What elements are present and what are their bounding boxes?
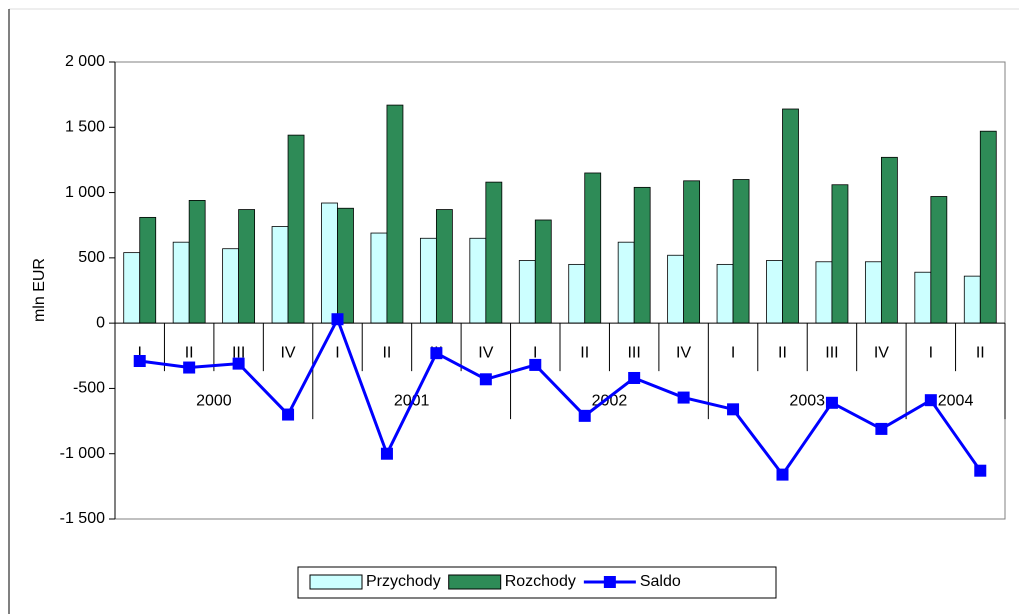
bar <box>930 196 948 324</box>
bar <box>518 260 536 324</box>
x-tick-label: III <box>232 344 245 361</box>
bar <box>485 181 503 324</box>
x-tick-label: II <box>976 344 985 361</box>
bar <box>766 260 783 324</box>
x-tick-label: III <box>825 344 838 361</box>
bar <box>271 226 289 324</box>
legend-label: Saldo <box>640 573 681 590</box>
legend-swatch <box>448 574 502 590</box>
marker <box>133 355 146 368</box>
year-label: 2000 <box>196 392 232 409</box>
marker <box>677 391 690 404</box>
bar <box>782 108 799 324</box>
marker <box>924 394 937 407</box>
y-tick-label: 0 <box>96 314 105 331</box>
y-tick-label: -1 000 <box>60 445 105 462</box>
legend-label: Rozchody <box>505 573 576 590</box>
marker <box>825 396 838 409</box>
x-tick-label: I <box>137 344 141 361</box>
bar <box>914 271 932 324</box>
bar <box>716 263 734 324</box>
bar <box>732 179 750 324</box>
marker <box>479 373 492 386</box>
legend-swatch <box>603 576 616 588</box>
x-tick-label: II <box>778 344 787 361</box>
bar <box>815 261 833 324</box>
marker <box>628 371 641 384</box>
bar <box>139 216 157 324</box>
bar <box>469 237 487 324</box>
bar <box>979 130 997 324</box>
bar <box>617 241 635 324</box>
bar <box>435 209 453 324</box>
bar <box>222 248 240 324</box>
legend-box <box>297 566 777 599</box>
x-tick-label: I <box>335 344 339 361</box>
bar <box>864 261 882 324</box>
marker <box>727 403 740 416</box>
bar <box>963 275 981 324</box>
bar <box>419 237 437 324</box>
marker <box>974 464 987 477</box>
x-tick-label: II <box>185 344 194 361</box>
bar <box>287 134 305 324</box>
bar <box>386 104 404 324</box>
legend-swatch <box>309 574 363 590</box>
y-tick-label: 1 500 <box>65 119 105 136</box>
marker <box>232 357 245 370</box>
bar <box>568 263 586 324</box>
bar <box>584 172 602 324</box>
bar <box>370 232 388 324</box>
bar <box>172 241 190 324</box>
y-tick-label: -1 500 <box>60 510 105 527</box>
y-tick-label: 500 <box>78 249 105 266</box>
x-tick-label: IV <box>478 344 493 361</box>
bar <box>633 186 651 324</box>
x-tick-label: IV <box>874 344 889 361</box>
bar <box>238 209 256 324</box>
x-tick-label: II <box>580 344 589 361</box>
marker <box>282 408 295 421</box>
x-tick-label: I <box>731 344 735 361</box>
x-tick-label: II <box>382 344 391 361</box>
year-label: 2003 <box>789 392 825 409</box>
x-tick-label: IV <box>280 344 295 361</box>
bar <box>321 202 338 324</box>
x-tick-label: I <box>533 344 537 361</box>
marker <box>875 422 888 435</box>
marker <box>183 361 196 374</box>
legend-label: Przychody <box>366 573 441 590</box>
bar <box>188 200 206 324</box>
y-tick-label: 2 000 <box>65 53 105 70</box>
marker <box>430 347 443 360</box>
y-tick-label: 1 000 <box>65 184 105 201</box>
y-axis-label: mln EUR <box>31 258 48 322</box>
y-tick-label: -500 <box>73 380 105 397</box>
bar <box>337 207 354 324</box>
bar <box>880 156 898 324</box>
line <box>139 315 982 478</box>
x-tick-label: I <box>929 344 933 361</box>
bar <box>683 180 701 324</box>
year-label: 2004 <box>938 392 974 409</box>
marker <box>529 358 542 371</box>
bar <box>534 219 552 324</box>
marker <box>578 409 591 422</box>
x-tick-label: IV <box>676 344 691 361</box>
bar <box>123 252 141 324</box>
marker <box>331 313 344 326</box>
bar <box>831 184 849 324</box>
bar <box>667 254 685 324</box>
x-tick-label: III <box>627 344 640 361</box>
marker <box>776 468 789 481</box>
marker <box>380 447 393 460</box>
